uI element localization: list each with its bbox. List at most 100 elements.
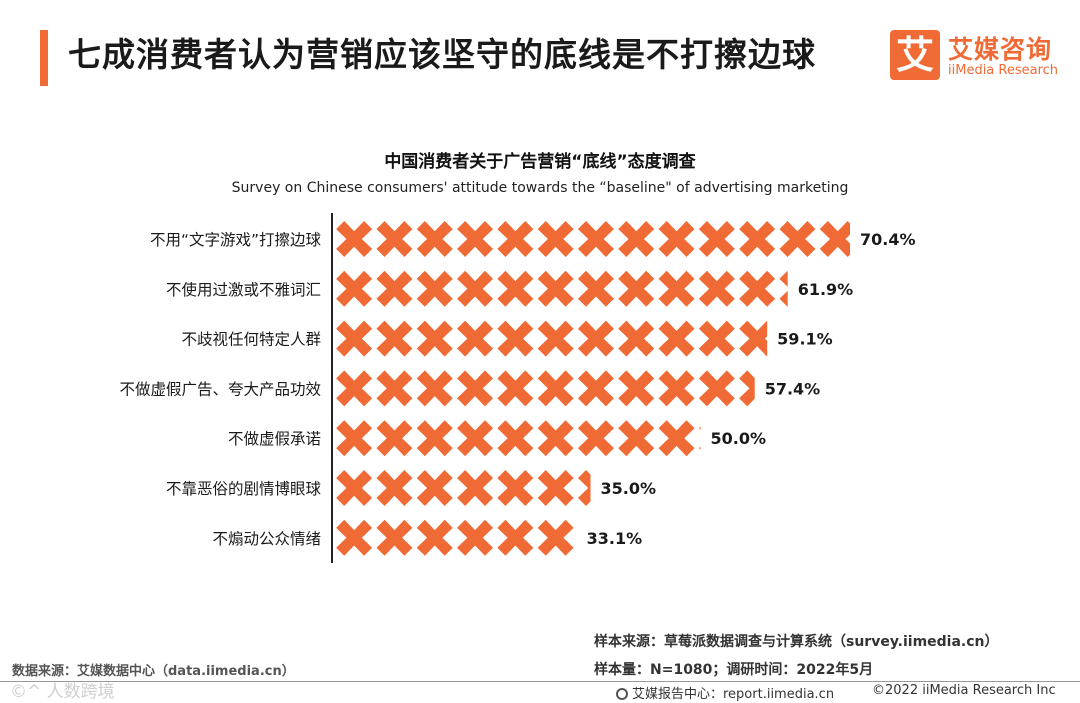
page-title: 七成消费者认为营销应该坚守的底线是不打擦边球 xyxy=(68,35,816,74)
cross-icon xyxy=(739,270,776,307)
cross-icon xyxy=(618,370,655,407)
bar-2 xyxy=(336,270,788,307)
cross-icon xyxy=(457,370,494,407)
category-label: 不煽动公众情绪 xyxy=(212,530,321,548)
cross-icon xyxy=(336,221,373,257)
cross-icon xyxy=(698,426,701,450)
bar-5 xyxy=(336,420,701,457)
logo-en-text: iiMedia Research xyxy=(948,63,1059,78)
cross-icon xyxy=(739,221,776,257)
cross-icon xyxy=(416,420,453,457)
cross-icon xyxy=(497,320,534,357)
cross-icon xyxy=(698,320,735,357)
cross-icon xyxy=(658,270,695,307)
cross-icon xyxy=(376,519,413,556)
iimedia-logo: 艾 艾媒咨询 iiMedia Research xyxy=(890,30,1065,85)
report-center-text: 艾媒报告中心：report.iimedia.cn xyxy=(632,687,835,702)
cross-icon xyxy=(497,470,534,506)
bar-4 xyxy=(336,370,755,407)
cross-icon xyxy=(336,370,373,407)
category-label: 不用“文字游戏”打擦边球 xyxy=(150,231,322,249)
cross-icon xyxy=(376,370,413,407)
cross-icon xyxy=(457,270,494,307)
bar-7 xyxy=(336,519,574,556)
cross-icon xyxy=(658,420,695,457)
cross-icon xyxy=(457,470,494,506)
cross-icon xyxy=(497,519,534,556)
category-label: 不歧视任何特定人群 xyxy=(181,331,321,349)
cross-icon xyxy=(658,221,695,257)
cross-icon xyxy=(577,270,614,307)
cross-icon xyxy=(497,221,534,257)
cross-icon xyxy=(618,420,655,457)
copyright: ©2022 iiMedia Research Inc xyxy=(872,683,1056,698)
cross-icon xyxy=(497,370,534,407)
cross-icon xyxy=(577,221,614,257)
cross-icon xyxy=(457,320,494,357)
title-accent-bar xyxy=(40,30,48,86)
value-label: 35.0% xyxy=(601,479,657,498)
cross-icon xyxy=(577,370,614,407)
cross-icon xyxy=(457,519,494,556)
bar-3 xyxy=(336,320,768,357)
cross-icon xyxy=(497,420,534,457)
footer-divider xyxy=(0,681,1080,682)
bar-1 xyxy=(336,221,850,257)
cross-icon xyxy=(537,270,574,307)
sample-source: 样本来源：草莓派数据调查与计算系统（survey.iimedia.cn） xyxy=(594,634,999,650)
cross-icon xyxy=(537,420,574,457)
cross-icon xyxy=(416,221,453,257)
cross-icon xyxy=(698,270,735,307)
cross-icon xyxy=(416,320,453,357)
category-label: 不使用过激或不雅词汇 xyxy=(166,281,321,299)
value-label: 33.1% xyxy=(587,529,643,548)
cross-icon xyxy=(376,221,413,257)
cross-icon xyxy=(537,320,574,357)
data-source: 数据来源：艾媒数据中心（data.iimedia.cn） xyxy=(12,664,295,679)
cross-icon xyxy=(618,221,655,257)
cross-icon xyxy=(376,320,413,357)
value-label: 70.4% xyxy=(860,230,916,249)
cross-icon xyxy=(618,270,655,307)
cross-icon xyxy=(336,320,373,357)
value-label: 61.9% xyxy=(798,280,854,299)
value-label: 59.1% xyxy=(777,330,833,349)
report-center: 艾媒报告中心：report.iimedia.cn xyxy=(616,683,834,702)
cross-icon xyxy=(376,270,413,307)
cross-icon xyxy=(739,320,768,357)
globe-icon xyxy=(616,688,628,700)
cross-icon xyxy=(537,470,574,506)
cross-icon xyxy=(376,470,413,506)
category-label: 不做虚假承诺 xyxy=(228,430,321,448)
value-label: 50.0% xyxy=(710,429,766,448)
chart-title: 中国消费者关于广告营销“底线”态度调查 xyxy=(384,152,696,172)
category-label: 不做虚假广告、夸大产品功效 xyxy=(119,380,321,398)
cross-icon xyxy=(658,370,695,407)
logo-cn-text: 艾媒咨询 xyxy=(948,35,1053,64)
cross-icon xyxy=(457,221,494,257)
cross-icon xyxy=(537,519,574,556)
cross-icon xyxy=(577,470,591,506)
cross-icon xyxy=(336,519,373,556)
cross-icon xyxy=(416,270,453,307)
category-label: 不靠恶俗的剧情博眼球 xyxy=(166,480,322,498)
cross-icon xyxy=(779,270,788,307)
cross-icon xyxy=(577,420,614,457)
cross-icon xyxy=(336,270,373,307)
cross-icon xyxy=(416,470,453,506)
cross-icon xyxy=(779,221,816,257)
cross-icon xyxy=(497,270,534,307)
cross-icon xyxy=(336,420,373,457)
cross-icon xyxy=(416,519,453,556)
cross-icon xyxy=(819,221,850,257)
sample-size: 样本量：N=1080；调研时间：2022年5月 xyxy=(594,662,874,678)
cross-icon xyxy=(698,370,735,407)
bar-6 xyxy=(336,470,591,506)
cross-icon xyxy=(698,221,735,257)
logo-mark: 艾 xyxy=(890,30,940,80)
chart-subtitle: Survey on Chinese consumers' attitude to… xyxy=(231,180,849,196)
cross-icon xyxy=(658,320,695,357)
cross-icon xyxy=(336,470,373,506)
cross-icon xyxy=(739,370,755,407)
